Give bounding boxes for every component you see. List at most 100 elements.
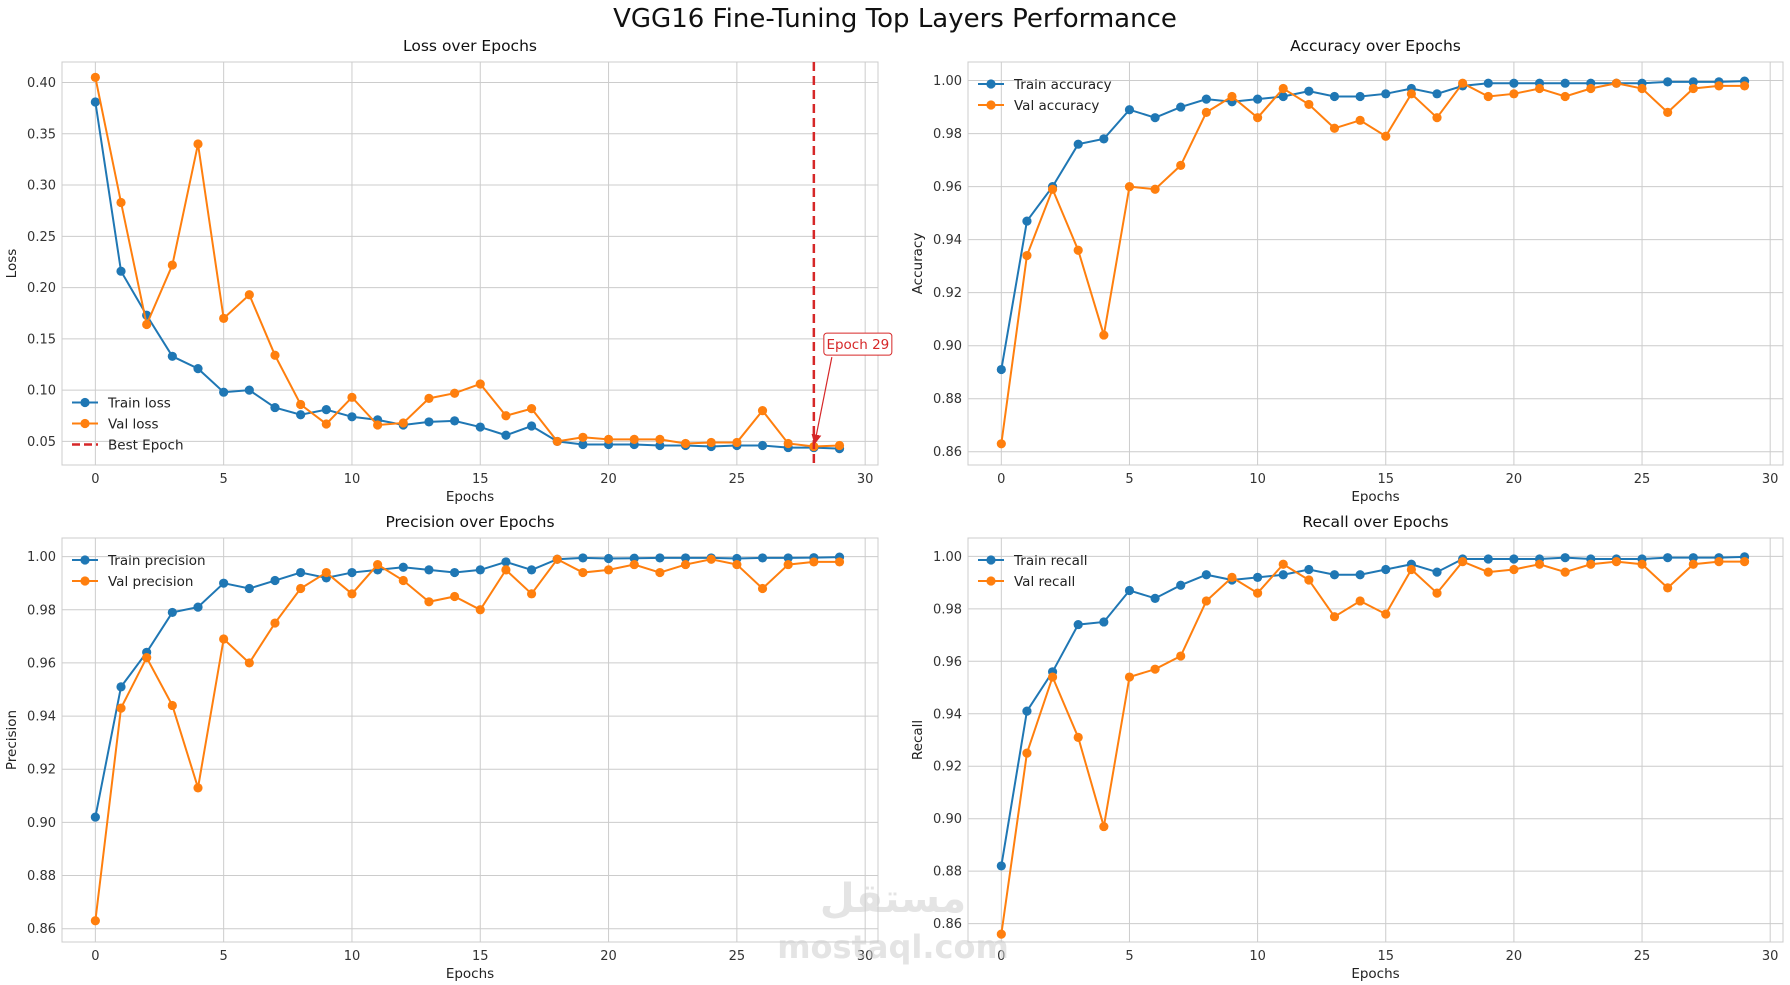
chart-title: Accuracy over Epochs: [1290, 37, 1461, 55]
x-tick-label: 0: [91, 949, 99, 964]
data-point-val: [996, 929, 1006, 939]
data-point-val: [834, 557, 845, 567]
data-point-train: [655, 553, 665, 563]
data-point-train: [167, 607, 177, 618]
data-point-val: [142, 319, 152, 330]
data-point-train: [1304, 86, 1314, 96]
x-tick-label: 15: [472, 949, 489, 964]
axes-frame: [967, 61, 1784, 466]
data-point-val: [1201, 107, 1211, 117]
x-tick-label: 15: [1377, 949, 1394, 964]
data-point-val: [706, 437, 716, 448]
data-point-train: [219, 387, 229, 397]
data-point-val: [1278, 83, 1288, 94]
data-point-val: [1483, 91, 1493, 102]
data-point-val: [834, 440, 845, 451]
data-point-val: [1253, 588, 1263, 598]
watermark-latin: mostaql.com: [777, 928, 1009, 966]
data-point-train: [244, 385, 254, 395]
watermark-script: مستقل: [820, 876, 966, 922]
data-point-train: [116, 266, 126, 276]
data-point-train: [526, 421, 537, 431]
chart-2: 0 5 10 15 20 25 30 0.86 0.88 0.90 0.92 0.94 0.96 0.98…: [4, 513, 879, 982]
data-point-train: [603, 553, 614, 564]
y-tick-label: 0.88: [933, 392, 962, 407]
data-point-val: [1176, 651, 1186, 661]
data-point-val: [1406, 89, 1416, 99]
data-point-val: [680, 438, 691, 449]
data-point-train: [996, 364, 1006, 375]
y-tick-label: 0.90: [27, 816, 56, 831]
data-point-val: [603, 434, 614, 444]
data-point-train: [1329, 91, 1340, 102]
data-point-val: [244, 290, 254, 300]
chart-title: Precision over Epochs: [385, 513, 554, 531]
y-tick-label: 0.90: [933, 339, 962, 354]
data-point-val: [552, 554, 562, 564]
legend-marker: [80, 576, 90, 586]
data-point-val: [398, 575, 408, 586]
data-point-val: [1381, 609, 1391, 619]
data-point-val: [732, 437, 742, 448]
annotation-text: Epoch 29: [826, 337, 889, 353]
data-point-val: [1329, 123, 1340, 133]
x-tick-label: 0: [997, 472, 1005, 487]
y-tick-label: 1.00: [27, 550, 56, 565]
data-point-train: [90, 812, 100, 822]
data-point-val: [552, 436, 562, 447]
data-point-train: [578, 439, 588, 450]
data-point-val: [1432, 588, 1442, 598]
data-point-val: [1329, 612, 1340, 622]
x-tick-label: 5: [1125, 949, 1133, 964]
y-tick-label: 1.00: [933, 74, 962, 89]
data-point-train: [1663, 77, 1673, 87]
x-tick-label: 30: [1762, 949, 1779, 964]
axes-frame: [61, 537, 879, 943]
data-point-train: [1201, 94, 1211, 104]
y-tick-label: 0.40: [27, 76, 56, 91]
legend: Train loss Val loss Best Epoch: [72, 396, 184, 454]
data-point-train: [757, 553, 768, 563]
data-point-val: [373, 559, 383, 570]
data-point-val: [475, 379, 485, 389]
data-point-val: [1432, 113, 1442, 123]
data-point-val: [1509, 89, 1519, 99]
data-point-train: [1150, 113, 1160, 123]
legend-label: Train accuracy: [1013, 77, 1112, 93]
data-point-train: [1560, 78, 1570, 88]
data-point-val: [296, 399, 306, 410]
data-point-train: [475, 565, 485, 575]
data-point-val: [270, 350, 280, 360]
data-point-train: [193, 602, 203, 612]
y-tick-label: 0.94: [27, 710, 56, 725]
data-point-val: [1022, 250, 1032, 261]
data-point-val: [706, 554, 716, 564]
data-point-val: [90, 72, 100, 82]
data-point-val: [1611, 557, 1622, 567]
data-point-val: [450, 388, 460, 398]
y-tick-label: 0.98: [933, 127, 962, 142]
data-point-train: [270, 402, 280, 413]
y-tick-label: 0.25: [27, 230, 56, 245]
data-point-train: [398, 562, 408, 572]
data-point-train: [526, 565, 537, 575]
x-tick-label: 0: [91, 472, 99, 487]
y-tick-label: 0.88: [27, 869, 56, 884]
axes-frame: [967, 537, 1784, 943]
data-point-val: [424, 393, 434, 403]
data-point-val: [732, 559, 742, 570]
data-point-train: [193, 364, 203, 374]
data-point-val: [1663, 583, 1673, 593]
x-axis-label: Epochs: [1351, 966, 1399, 982]
x-tick-label: 10: [1249, 949, 1266, 964]
legend-marker: [986, 576, 996, 586]
y-tick-label: 0.86: [933, 445, 962, 460]
data-point-val: [1714, 81, 1724, 91]
data-point-train: [501, 430, 511, 440]
data-point-val: [1739, 557, 1750, 567]
series-line-train: [94, 556, 840, 818]
data-point-val: [1637, 83, 1647, 94]
data-point-val: [1560, 567, 1570, 577]
legend: Train accuracy Val accuracy: [978, 77, 1112, 114]
